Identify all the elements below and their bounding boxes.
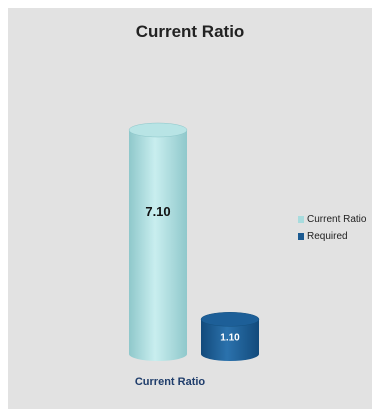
chart-title: Current Ratio (135, 22, 245, 41)
data-label-required: 1.10 (220, 333, 240, 344)
plot-area: 7.10 1.10 (128, 122, 260, 361)
bar-required (201, 319, 259, 361)
legend-swatch-required (298, 233, 304, 240)
bar-top-current-ratio (128, 122, 188, 138)
legend: Current Ratio Required (298, 211, 366, 245)
legend-item-current-ratio: Current Ratio (298, 211, 366, 228)
bar-current-ratio (129, 130, 187, 361)
legend-swatch-current-ratio (298, 216, 304, 223)
bar-top-required (200, 312, 260, 327)
legend-item-required: Required (298, 228, 366, 245)
legend-label-current-ratio: Current Ratio (307, 214, 367, 225)
chart-area: Current Ratio 7.10 1.10 Current Ratio Req… (8, 8, 372, 409)
x-axis-label: Current Ratio (134, 376, 206, 388)
data-label-current-ratio: 7.10 (145, 204, 170, 219)
legend-label-required: Required (307, 231, 348, 242)
